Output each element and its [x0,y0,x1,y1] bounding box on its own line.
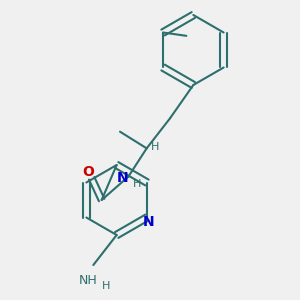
Text: N: N [143,214,154,229]
Text: H: H [102,281,110,291]
Text: H: H [133,179,141,189]
Text: NH: NH [79,274,98,286]
Text: N: N [116,171,128,185]
Text: O: O [82,165,94,179]
Text: H: H [151,142,159,152]
